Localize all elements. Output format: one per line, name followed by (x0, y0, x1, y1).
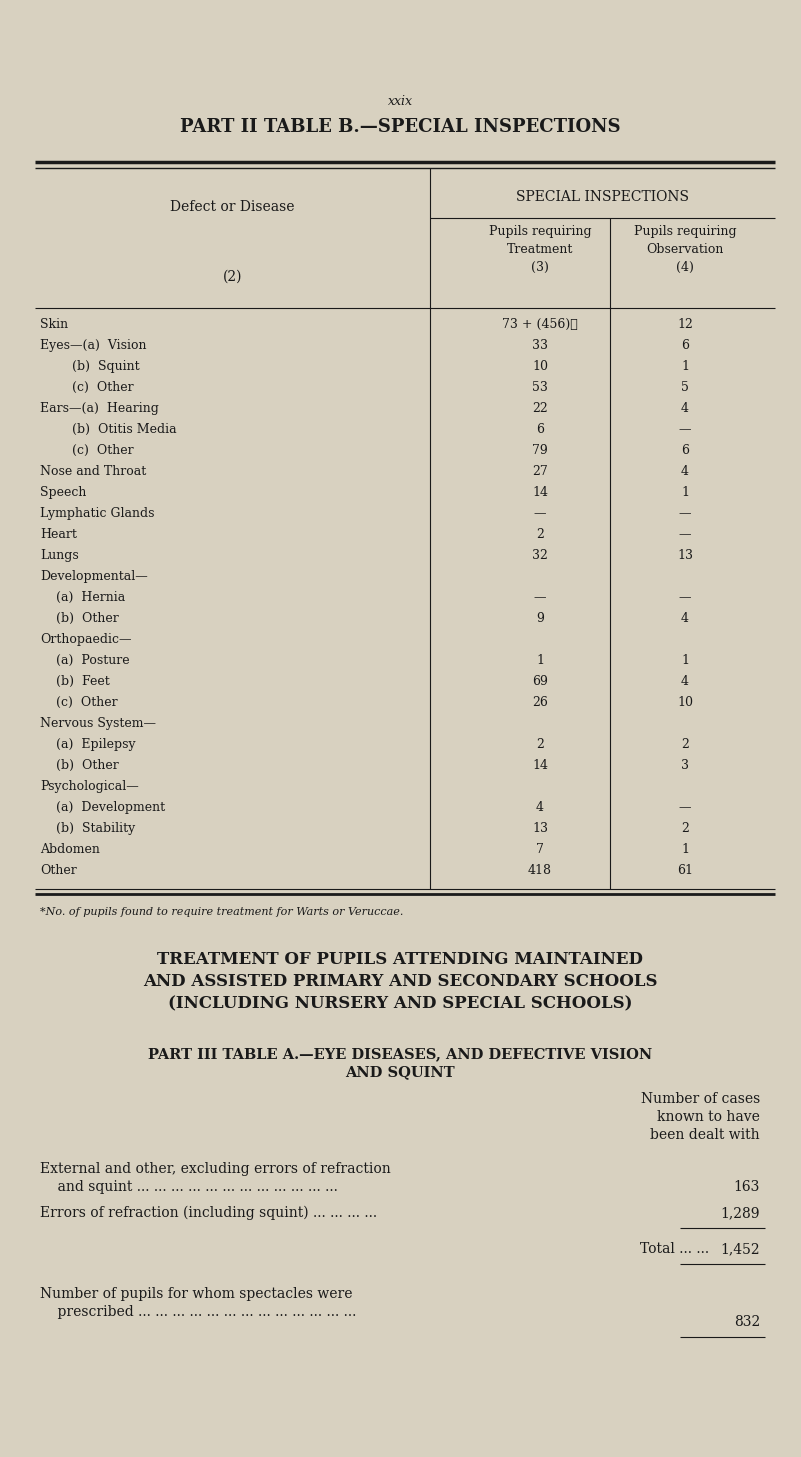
Text: (b)  Other: (b) Other (40, 612, 119, 625)
Text: 33: 33 (532, 339, 548, 353)
Text: AND ASSISTED PRIMARY AND SECONDARY SCHOOLS: AND ASSISTED PRIMARY AND SECONDARY SCHOO… (143, 973, 658, 989)
Text: Speech: Speech (40, 487, 87, 498)
Text: Lymphatic Glands: Lymphatic Glands (40, 507, 155, 520)
Text: 69: 69 (532, 675, 548, 688)
Text: External and other, excluding errors of refraction: External and other, excluding errors of … (40, 1163, 391, 1176)
Text: Developmental—: Developmental— (40, 570, 147, 583)
Text: 1,452: 1,452 (720, 1241, 760, 1256)
Text: Skin: Skin (40, 318, 68, 331)
Text: (2): (2) (223, 270, 242, 284)
Text: (b)  Feet: (b) Feet (40, 675, 110, 688)
Text: 12: 12 (677, 318, 693, 331)
Text: 2: 2 (681, 822, 689, 835)
Text: (a)  Hernia: (a) Hernia (40, 592, 125, 605)
Text: 4: 4 (681, 465, 689, 478)
Text: (b)  Otitis Media: (b) Otitis Media (40, 423, 177, 436)
Text: (b)  Stability: (b) Stability (40, 822, 135, 835)
Text: Eyes—(a)  Vision: Eyes—(a) Vision (40, 339, 147, 353)
Text: been dealt with: been dealt with (650, 1128, 760, 1142)
Text: (b)  Squint: (b) Squint (40, 360, 139, 373)
Text: 6: 6 (681, 339, 689, 353)
Text: (a)  Posture: (a) Posture (40, 654, 130, 667)
Text: 4: 4 (681, 612, 689, 625)
Text: (a)  Epilepsy: (a) Epilepsy (40, 739, 135, 750)
Text: 832: 832 (734, 1316, 760, 1329)
Text: 1,289: 1,289 (721, 1206, 760, 1220)
Text: Number of pupils for whom spectacles were: Number of pupils for whom spectacles wer… (40, 1287, 352, 1301)
Text: 79: 79 (532, 444, 548, 457)
Text: 9: 9 (536, 612, 544, 625)
Text: —: — (678, 592, 691, 605)
Text: Heart: Heart (40, 527, 77, 541)
Text: PART II TABLE B.—SPECIAL INSPECTIONS: PART II TABLE B.—SPECIAL INSPECTIONS (179, 118, 620, 136)
Text: (a)  Development: (a) Development (40, 801, 165, 814)
Text: 14: 14 (532, 759, 548, 772)
Text: 73 + (456)★: 73 + (456)★ (502, 318, 578, 331)
Text: Ears—(a)  Hearing: Ears—(a) Hearing (40, 402, 159, 415)
Text: Pupils requiring
Treatment
(3): Pupils requiring Treatment (3) (489, 224, 591, 274)
Text: (c)  Other: (c) Other (40, 444, 134, 457)
Text: Errors of refraction (including squint) ... ... ... ...: Errors of refraction (including squint) … (40, 1206, 377, 1221)
Text: 4: 4 (536, 801, 544, 814)
Text: prescribed ... ... ... ... ... ... ... ... ... ... ... ... ...: prescribed ... ... ... ... ... ... ... .… (40, 1305, 356, 1319)
Text: 27: 27 (532, 465, 548, 478)
Text: Number of cases: Number of cases (641, 1091, 760, 1106)
Text: 1: 1 (681, 844, 689, 857)
Text: Abdomen: Abdomen (40, 844, 100, 857)
Text: 1: 1 (536, 654, 544, 667)
Text: 61: 61 (677, 864, 693, 877)
Text: —: — (533, 592, 546, 605)
Text: 3: 3 (681, 759, 689, 772)
Text: (c)  Other: (c) Other (40, 696, 118, 710)
Text: PART III TABLE A.—EYE DISEASES, AND DEFECTIVE VISION: PART III TABLE A.—EYE DISEASES, AND DEFE… (148, 1048, 652, 1061)
Text: (INCLUDING NURSERY AND SPECIAL SCHOOLS): (INCLUDING NURSERY AND SPECIAL SCHOOLS) (167, 995, 632, 1013)
Text: 13: 13 (532, 822, 548, 835)
Text: 5: 5 (681, 380, 689, 393)
Text: 1: 1 (681, 360, 689, 373)
Text: 163: 163 (734, 1180, 760, 1193)
Text: 418: 418 (528, 864, 552, 877)
Text: Defect or Disease: Defect or Disease (171, 200, 295, 214)
Text: xxix: xxix (388, 95, 413, 108)
Text: 2: 2 (681, 739, 689, 750)
Text: (b)  Other: (b) Other (40, 759, 119, 772)
Text: —: — (678, 801, 691, 814)
Text: 22: 22 (532, 402, 548, 415)
Text: —: — (678, 507, 691, 520)
Text: 13: 13 (677, 549, 693, 562)
Text: TREATMENT OF PUPILS ATTENDING MAINTAINED: TREATMENT OF PUPILS ATTENDING MAINTAINED (157, 951, 643, 967)
Text: 4: 4 (681, 402, 689, 415)
Text: 4: 4 (681, 675, 689, 688)
Text: —: — (533, 507, 546, 520)
Text: 2: 2 (536, 739, 544, 750)
Text: Nose and Throat: Nose and Throat (40, 465, 147, 478)
Text: (c)  Other: (c) Other (40, 380, 134, 393)
Text: 10: 10 (532, 360, 548, 373)
Text: and squint ... ... ... ... ... ... ... ... ... ... ... ...: and squint ... ... ... ... ... ... ... .… (40, 1180, 338, 1193)
Text: Lungs: Lungs (40, 549, 78, 562)
Text: 14: 14 (532, 487, 548, 498)
Text: —: — (678, 527, 691, 541)
Text: Other: Other (40, 864, 77, 877)
Text: 6: 6 (681, 444, 689, 457)
Text: 2: 2 (536, 527, 544, 541)
Text: SPECIAL INSPECTIONS: SPECIAL INSPECTIONS (516, 189, 689, 204)
Text: 6: 6 (536, 423, 544, 436)
Text: *No. of pupils found to require treatment for Warts or Veruccae.: *No. of pupils found to require treatmen… (40, 908, 404, 916)
Text: 32: 32 (532, 549, 548, 562)
Text: AND SQUINT: AND SQUINT (345, 1065, 455, 1080)
Text: 10: 10 (677, 696, 693, 710)
Text: Nervous System—: Nervous System— (40, 717, 156, 730)
Text: 7: 7 (536, 844, 544, 857)
Text: 26: 26 (532, 696, 548, 710)
Text: Psychological—: Psychological— (40, 779, 139, 793)
Text: Pupils requiring
Observation
(4): Pupils requiring Observation (4) (634, 224, 736, 274)
Text: 1: 1 (681, 487, 689, 498)
Text: 1: 1 (681, 654, 689, 667)
Text: 53: 53 (532, 380, 548, 393)
Text: Orthopaedic—: Orthopaedic— (40, 632, 131, 645)
Text: Total ... ...: Total ... ... (640, 1241, 709, 1256)
Text: —: — (678, 423, 691, 436)
Text: known to have: known to have (657, 1110, 760, 1123)
